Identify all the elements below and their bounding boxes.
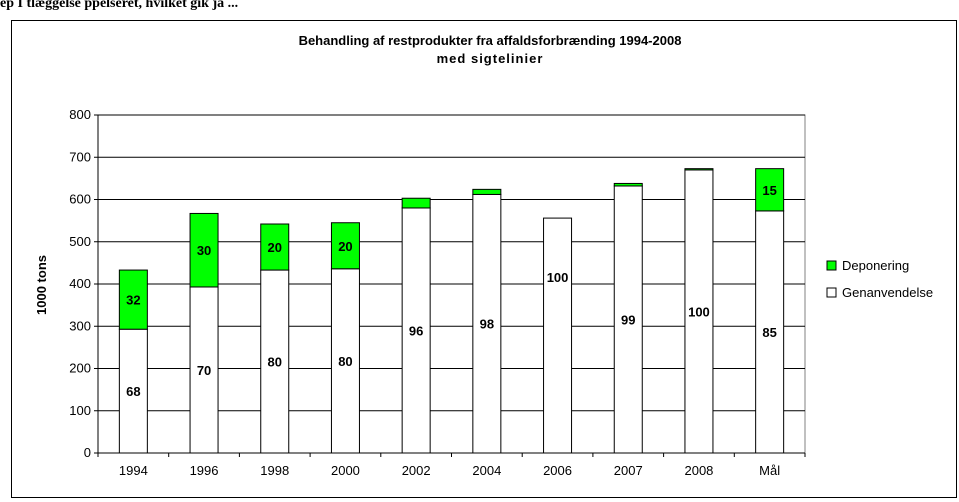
bar-deponering bbox=[472, 188, 502, 195]
y-tick-label: 700 bbox=[69, 149, 91, 164]
data-label-genanvendelse: 99 bbox=[621, 312, 635, 327]
x-tick-label: 2004 bbox=[472, 463, 501, 478]
x-tick-label: 1994 bbox=[119, 463, 148, 478]
bar-deponering bbox=[189, 212, 219, 288]
bar-genanvendelse bbox=[330, 268, 360, 454]
bar-genanvendelse bbox=[684, 169, 714, 454]
bar-deponering bbox=[755, 168, 785, 212]
x-tick-label: 1996 bbox=[190, 463, 219, 478]
data-label-genanvendelse: 85 bbox=[762, 325, 776, 340]
data-label-deponering: 30 bbox=[197, 243, 211, 258]
bar-deponering bbox=[684, 168, 714, 171]
data-label-genanvendelse: 70 bbox=[197, 363, 211, 378]
legend-label: Deponering bbox=[842, 258, 909, 273]
data-label-genanvendelse: 96 bbox=[409, 323, 423, 338]
data-label-genanvendelse: 68 bbox=[126, 384, 140, 399]
bar-deponering bbox=[118, 269, 148, 330]
x-tick-label: 2006 bbox=[543, 463, 572, 478]
data-label-deponering: 20 bbox=[268, 240, 282, 255]
caption-text: ep I tlæggelse ppelseret, hvilket gik ja… bbox=[0, 0, 239, 11]
data-label-deponering: 20 bbox=[338, 239, 352, 254]
bar-genanvendelse bbox=[401, 207, 431, 454]
y-axis-label: 1000 tons bbox=[34, 255, 49, 315]
x-tick-label: Mål bbox=[759, 463, 780, 478]
y-tick-label: 300 bbox=[69, 318, 91, 333]
y-tick-label: 200 bbox=[69, 361, 91, 376]
data-label-genanvendelse: 100 bbox=[688, 304, 710, 319]
legend-label: Genanvendelse bbox=[842, 285, 933, 300]
y-tick-label: 600 bbox=[69, 192, 91, 207]
bar-genanvendelse bbox=[118, 328, 148, 454]
data-label-genanvendelse: 80 bbox=[338, 354, 352, 369]
data-label-genanvendelse: 100 bbox=[547, 270, 569, 285]
x-tick-label: 2008 bbox=[684, 463, 713, 478]
y-tick-label: 500 bbox=[69, 234, 91, 249]
y-tick-label: 800 bbox=[69, 107, 91, 122]
data-label-genanvendelse: 98 bbox=[480, 317, 494, 332]
bar-genanvendelse bbox=[613, 185, 643, 454]
plot-area: 0 100 200 300 400 500 600 700 800 68 32 1994 70 30 199… bbox=[69, 107, 806, 478]
y-tick-label: 400 bbox=[69, 276, 91, 291]
data-label-deponering: 15 bbox=[762, 183, 776, 198]
bar-genanvendelse bbox=[189, 286, 219, 454]
legend-swatch bbox=[826, 260, 837, 271]
data-label-genanvendelse: 80 bbox=[268, 355, 282, 370]
chart-subtitle: med sigtelinier bbox=[437, 51, 544, 66]
bar-deponering bbox=[330, 222, 360, 270]
legend-swatch bbox=[826, 287, 837, 298]
bar-deponering bbox=[401, 197, 431, 209]
x-tick-label: 2002 bbox=[402, 463, 431, 478]
legend: Deponering Genanvendelse bbox=[826, 258, 933, 300]
data-label-deponering: 32 bbox=[126, 293, 140, 308]
x-tick-label: 1998 bbox=[260, 463, 289, 478]
x-tick-label: 2007 bbox=[614, 463, 643, 478]
bar-genanvendelse bbox=[543, 217, 573, 454]
y-tick-label: 0 bbox=[84, 445, 91, 460]
bar-deponering bbox=[613, 182, 643, 187]
bar-genanvendelse bbox=[755, 210, 785, 454]
y-tick-label: 100 bbox=[69, 403, 91, 418]
bar-deponering bbox=[260, 223, 290, 271]
x-tick-label: 2000 bbox=[331, 463, 360, 478]
chart-title: Behandling af restprodukter fra affaldsf… bbox=[299, 33, 682, 48]
